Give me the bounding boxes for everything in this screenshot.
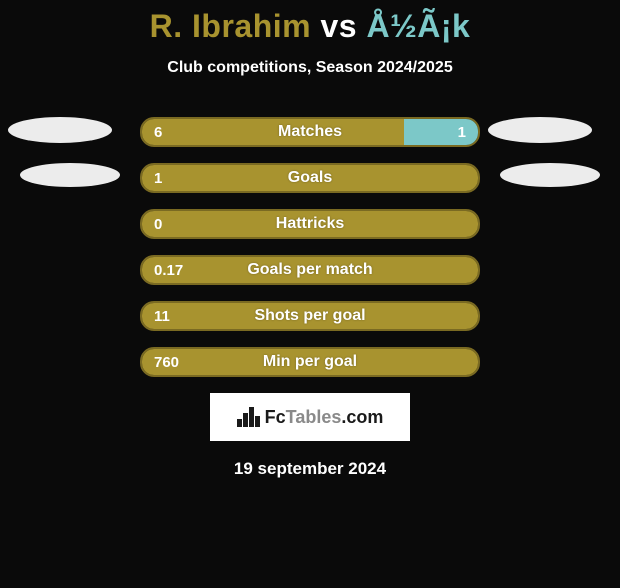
vs-text: vs xyxy=(321,8,358,44)
stat-row: 1Goals xyxy=(0,163,620,193)
stat-row: 0.17Goals per match xyxy=(0,255,620,285)
stat-bar: 61Matches xyxy=(140,117,480,147)
stat-left-value: 0.17 xyxy=(142,262,183,279)
logo-text-tables: Tables xyxy=(286,407,342,427)
player2-name: Å½Ã¡k xyxy=(366,8,470,44)
stat-row: 61Matches xyxy=(0,117,620,147)
stat-left-value: 6 xyxy=(142,124,162,141)
stat-right-value: 1 xyxy=(404,124,478,141)
fctables-logo: FcTables.com xyxy=(210,393,410,441)
stat-bar-left: 11 xyxy=(142,303,478,329)
comparison-title: R. Ibrahim vs Å½Ã¡k xyxy=(0,8,620,45)
subtitle: Club competitions, Season 2024/2025 xyxy=(0,59,620,77)
stat-left-value: 0 xyxy=(142,216,162,233)
stat-row: 0Hattricks xyxy=(0,209,620,239)
stat-bar: 760Min per goal xyxy=(140,347,480,377)
stat-row: 11Shots per goal xyxy=(0,301,620,331)
stat-bar: 1Goals xyxy=(140,163,480,193)
stat-bar: 0.17Goals per match xyxy=(140,255,480,285)
stat-bar-left: 760 xyxy=(142,349,478,375)
stat-bar-right: 1 xyxy=(404,119,478,145)
stat-bar-left: 0.17 xyxy=(142,257,478,283)
stat-bar-left: 1 xyxy=(142,165,478,191)
stat-bar: 0Hattricks xyxy=(140,209,480,239)
date-text: 19 september 2024 xyxy=(0,459,620,479)
logo-text-fc: Fc xyxy=(265,407,286,427)
stat-bar: 11Shots per goal xyxy=(140,301,480,331)
stat-left-value: 760 xyxy=(142,354,179,371)
stat-bar-left: 6 xyxy=(142,119,404,145)
chart-area: 61Matches1Goals0Hattricks0.17Goals per m… xyxy=(0,117,620,377)
logo-bars-icon xyxy=(237,407,259,427)
logo-text: FcTables.com xyxy=(265,407,384,428)
stat-bar-left: 0 xyxy=(142,211,478,237)
stat-left-value: 1 xyxy=(142,170,162,187)
logo-text-com: .com xyxy=(341,407,383,427)
stat-left-value: 11 xyxy=(142,308,170,325)
stat-row: 760Min per goal xyxy=(0,347,620,377)
player1-name: R. Ibrahim xyxy=(150,8,311,44)
